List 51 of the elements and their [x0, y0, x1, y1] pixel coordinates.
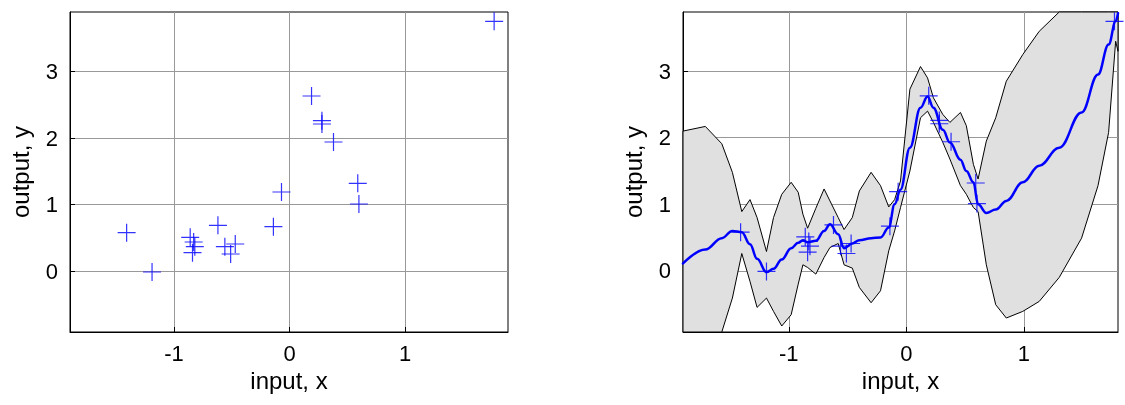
y-tick-label: 1: [658, 191, 671, 217]
point: [142, 262, 162, 282]
point: [323, 132, 344, 152]
point: [182, 243, 203, 263]
x-tick-label: 1: [399, 340, 412, 366]
point: [180, 227, 200, 247]
point: [348, 173, 368, 193]
y-tick-label: 2: [45, 125, 58, 151]
y-tick-label: 0: [45, 258, 58, 284]
x-axis-title: input, x: [250, 367, 328, 395]
point: [919, 86, 939, 106]
point: [221, 244, 241, 264]
point: [731, 222, 751, 242]
point: [880, 216, 900, 236]
point: [215, 237, 235, 257]
point: [966, 173, 986, 193]
x-tick-label: -1: [164, 340, 184, 366]
point: [800, 236, 820, 256]
point: [263, 217, 283, 237]
point: [836, 243, 857, 264]
y-tick-label: 3: [45, 58, 58, 84]
y-tick-label: 0: [658, 258, 671, 284]
x-tick-label: 0: [283, 340, 296, 366]
y-axis-title: output, y: [619, 125, 647, 219]
x-tick-label: 0: [900, 340, 913, 366]
point: [756, 261, 777, 282]
point: [117, 223, 137, 243]
point: [823, 215, 844, 235]
point: [841, 233, 861, 254]
point: [1104, 11, 1125, 31]
y-tick-label: 2: [658, 125, 671, 151]
point: [301, 86, 322, 106]
y-tick-label: 1: [45, 192, 58, 218]
point: [349, 194, 369, 214]
y-tick-label: 3: [658, 58, 671, 84]
point: [967, 194, 987, 214]
point: [941, 132, 961, 152]
point: [271, 182, 292, 202]
x-tick-label: -1: [779, 340, 799, 366]
point: [208, 215, 228, 235]
x-tick-label: 1: [1017, 340, 1031, 366]
point: [185, 237, 205, 257]
point: [798, 242, 818, 262]
x-axis-title: input, x: [861, 367, 940, 395]
point: [184, 232, 204, 252]
point: [795, 227, 815, 247]
point: [484, 11, 504, 31]
y-axis-title: output, y: [6, 125, 34, 219]
point: [225, 234, 245, 254]
point: [888, 182, 908, 202]
point: [830, 236, 851, 256]
